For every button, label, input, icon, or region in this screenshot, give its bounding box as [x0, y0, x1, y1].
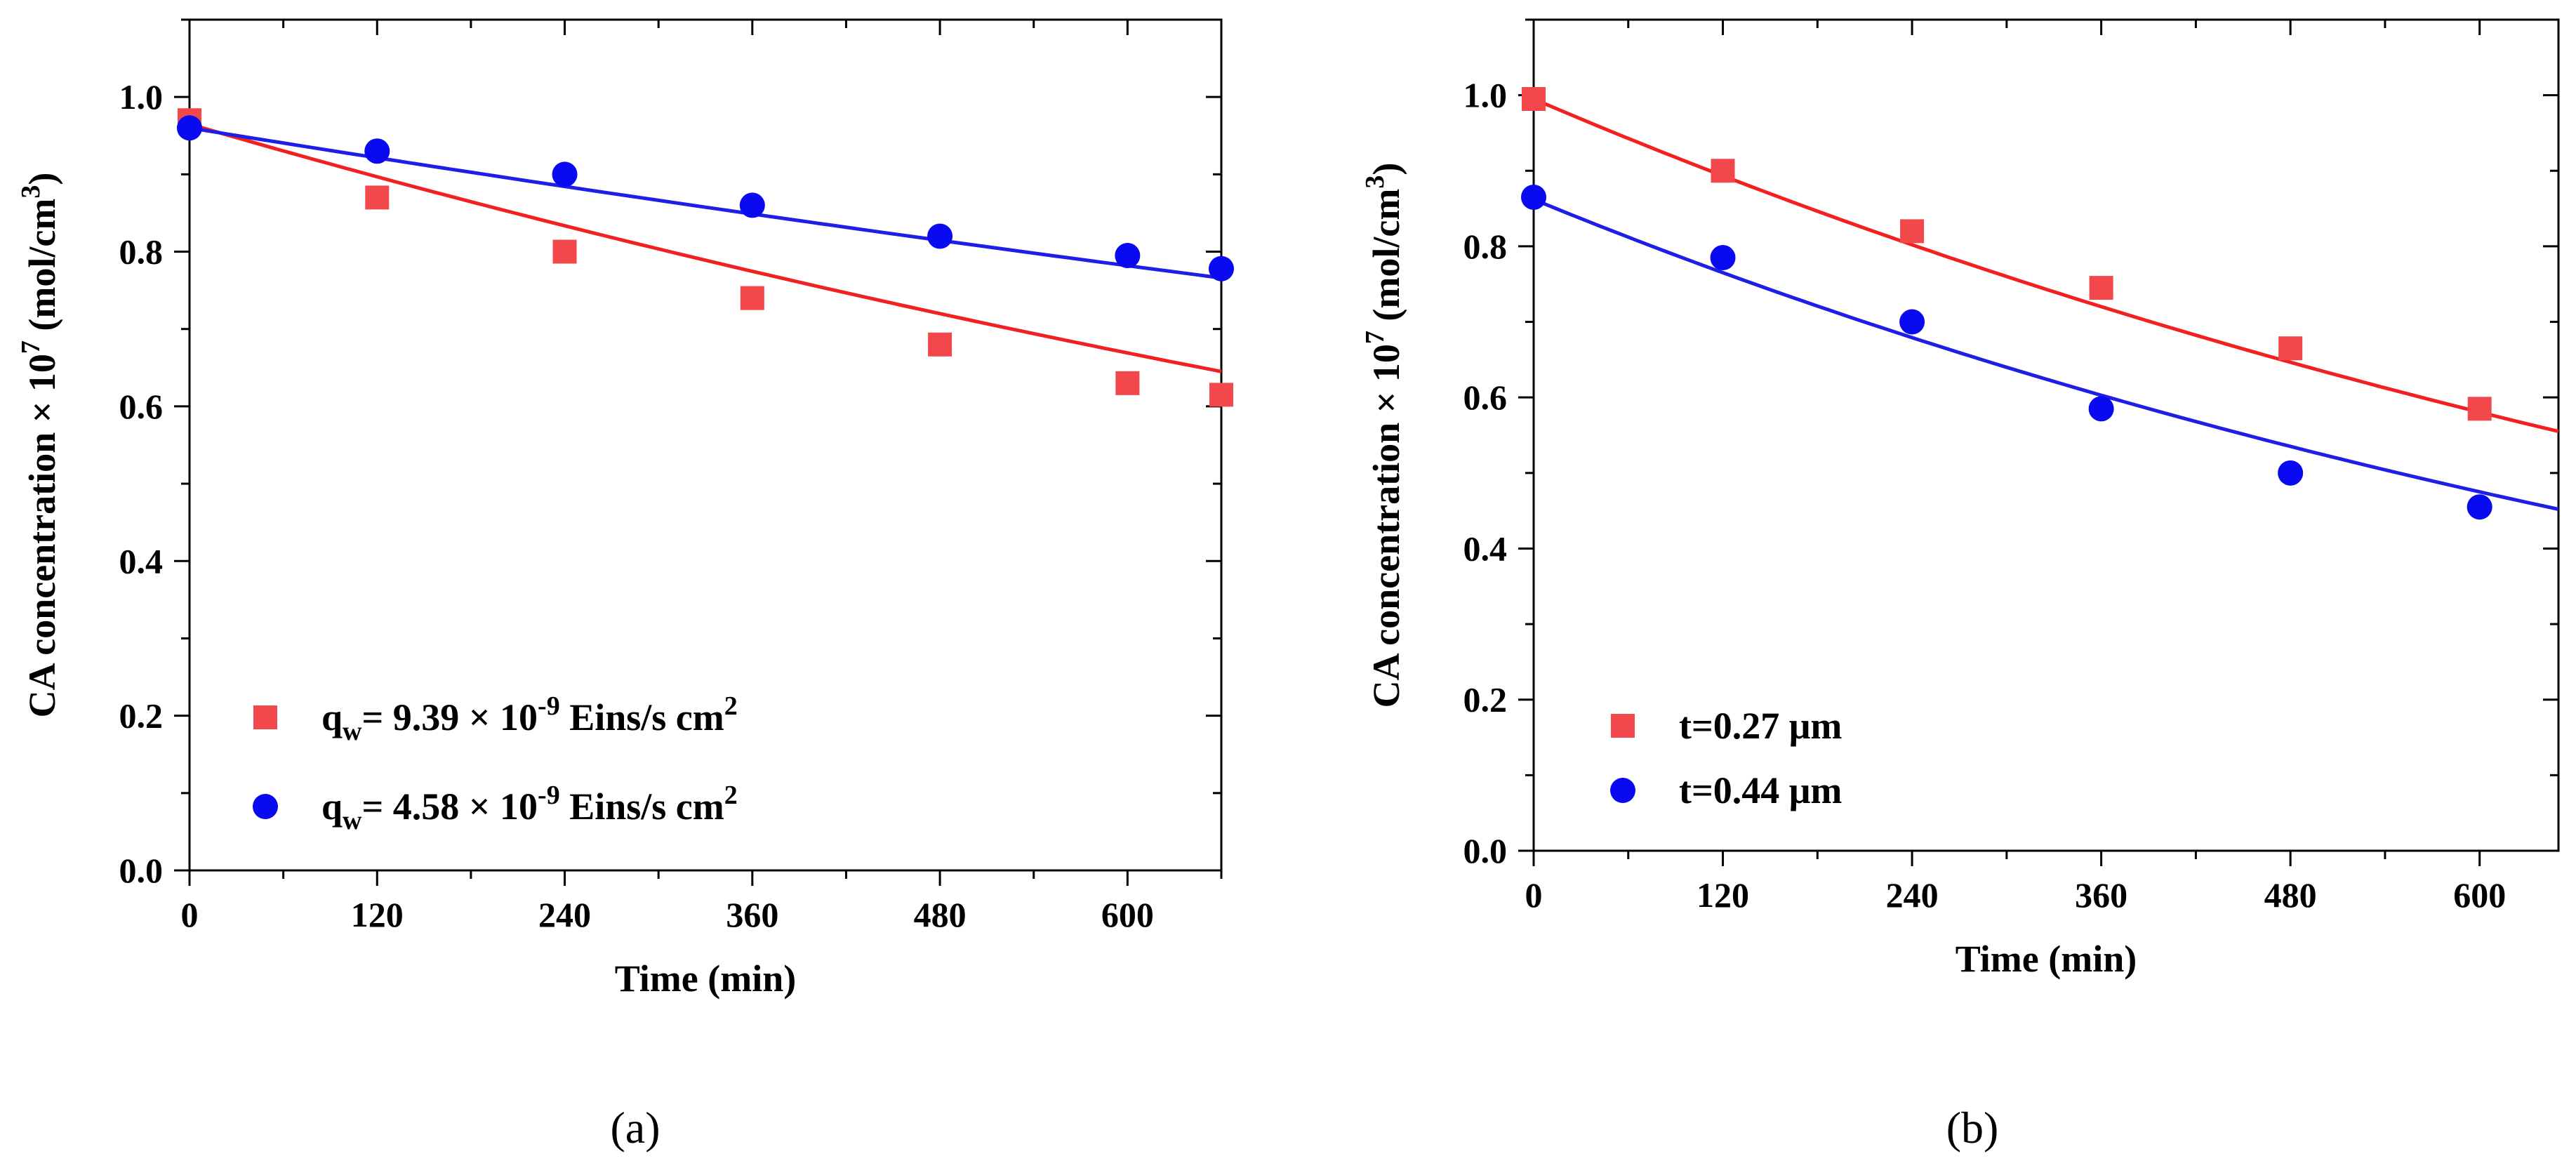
y-title-exponent: 7	[16, 340, 46, 354]
data-point-square-a-1	[1115, 371, 1140, 395]
data-point-circle-a-2	[1115, 243, 1141, 269]
legend-subscript: w	[343, 717, 362, 746]
legend-middle: = 9.39 × 10	[362, 696, 538, 738]
legend-label-b-2: t=0.44 μm	[1679, 769, 1842, 811]
data-point-circle-b-2	[1521, 184, 1546, 210]
x-axis-title-a: Time (min)	[615, 957, 796, 1000]
legend-middle: = 4.58 × 10	[362, 785, 538, 828]
data-point-circle-b-2	[1899, 309, 1925, 335]
x-tick-label-b: 480	[2264, 875, 2317, 915]
panel-label-a: (a)	[610, 1103, 660, 1153]
legend-tail: Eins/s cm	[560, 696, 724, 738]
legend-subscript: w	[343, 806, 362, 835]
data-point-square-a-1	[740, 286, 764, 310]
y-tick-label-b: 0.4	[1463, 529, 1508, 568]
y-tick-label-a: 0.8	[119, 232, 164, 272]
data-point-square-a-1	[365, 185, 390, 210]
y-title-close: )	[21, 173, 63, 185]
legend-base: t=0.44 μm	[1679, 769, 1842, 811]
legend-marker-circle-a	[253, 794, 278, 819]
x-tick-label-a: 240	[538, 895, 591, 934]
data-point-square-a-1	[928, 332, 952, 357]
legend-exponent: -9	[538, 781, 560, 810]
y-title-main: CA concentration × 10	[21, 354, 63, 717]
x-tick-label-b: 600	[2453, 875, 2506, 915]
x-tick-label-a: 600	[1101, 895, 1154, 934]
data-point-square-b-1	[1711, 159, 1735, 183]
panel-label-b: (b)	[1946, 1103, 1999, 1153]
y-axis-title-a: CA concentration × 107 (mol/cm3)	[16, 173, 63, 718]
legend-tail-exponent: 2	[724, 781, 738, 810]
y-tick-label-a: 0.0	[119, 851, 164, 890]
y-title-unit: (mol/cm	[1365, 189, 1407, 331]
y-tick-label-b: 0.6	[1463, 378, 1508, 417]
x-tick-label-a: 0	[181, 895, 199, 934]
y-title-unit-exponent: 3	[16, 185, 46, 199]
legend-base: t=0.27 μm	[1679, 705, 1842, 747]
legend-label-b-1: t=0.27 μm	[1679, 705, 1842, 747]
y-tick-label-b: 0.0	[1463, 831, 1508, 870]
y-title-main: CA concentration × 10	[1365, 344, 1407, 708]
data-point-circle-a-2	[1209, 256, 1234, 281]
fit-line-a-series-1	[189, 122, 1222, 373]
y-tick-label-b: 0.8	[1463, 227, 1508, 266]
data-point-square-b-1	[1900, 219, 1925, 244]
data-point-circle-a-2	[552, 161, 578, 187]
chart-panel-b: 0 120 240 360 480 600 0.0 0.2 0.4 0.6 0.8 1.0 Time (…	[1360, 18, 2560, 1153]
legend-label-a-1: qw= 9.39 × 10-9 Eins/s cm2	[321, 691, 738, 746]
y-tick-label-b: 0.2	[1463, 680, 1508, 719]
data-point-circle-b-2	[2278, 460, 2304, 486]
data-point-circle-a-2	[177, 115, 202, 141]
legend-base: q	[321, 696, 343, 738]
data-point-circle-b-2	[2088, 396, 2114, 422]
data-point-circle-b-2	[2467, 494, 2492, 520]
legend-base: q	[321, 785, 343, 828]
y-tick-label-b: 1.0	[1463, 76, 1508, 115]
x-axis-title-b: Time (min)	[1956, 938, 2137, 980]
data-point-square-a-1	[552, 239, 577, 264]
x-tick-label-a: 480	[914, 895, 967, 934]
legend-exponent: -9	[538, 691, 560, 721]
x-tick-label-b: 240	[1886, 875, 1939, 915]
data-point-circle-b-2	[1710, 245, 1736, 271]
legend-marker-circle-b	[1610, 778, 1635, 803]
x-tick-label-a: 360	[726, 895, 778, 934]
x-tick-label-b: 360	[2075, 875, 2127, 915]
data-point-circle-a-2	[739, 192, 765, 218]
data-point-circle-a-2	[364, 138, 390, 164]
y-title-unit-exponent: 3	[1360, 175, 1390, 189]
y-axis-title-b: CA concentration × 107 (mol/cm3)	[1360, 163, 1407, 708]
fit-line-b-series-2	[1533, 197, 2559, 511]
x-tick-label-a: 120	[351, 895, 404, 934]
y-title-close: )	[1365, 163, 1407, 175]
data-point-square-b-1	[2278, 336, 2303, 361]
legend-tail: Eins/s cm	[560, 785, 724, 828]
plot-frame-a	[188, 18, 1223, 872]
y-tick-label-a: 0.4	[119, 541, 164, 580]
y-tick-label-a: 1.0	[119, 77, 164, 117]
legend-marker-square-a	[253, 705, 277, 729]
plot-frame-b	[1532, 18, 2560, 852]
y-tick-label-a: 0.2	[119, 696, 164, 736]
x-tick-label-b: 120	[1697, 875, 1749, 915]
y-title-unit: (mol/cm	[21, 199, 63, 340]
chart-panel-a: 0 120 240 360 480 600 0.0 0.2 0.4 0.6 0.8 1.0 Time (…	[16, 18, 1234, 1153]
y-tick-label-a: 0.6	[119, 387, 164, 426]
data-point-square-a-1	[1209, 383, 1233, 407]
legend-tail-exponent: 2	[724, 691, 738, 721]
data-point-square-b-1	[2467, 397, 2492, 421]
legend-label-a-2: qw= 4.58 × 10-9 Eins/s cm2	[321, 781, 738, 835]
x-tick-label-b: 0	[1525, 875, 1543, 915]
data-point-circle-a-2	[927, 223, 953, 249]
y-title-exponent: 7	[1360, 331, 1390, 344]
data-point-square-b-1	[2089, 276, 2113, 300]
legend-marker-square-b	[1611, 714, 1635, 738]
data-point-square-b-1	[1522, 87, 1546, 112]
fit-line-b-series-1	[1533, 97, 2559, 434]
fit-line-a-series-2	[189, 126, 1222, 280]
